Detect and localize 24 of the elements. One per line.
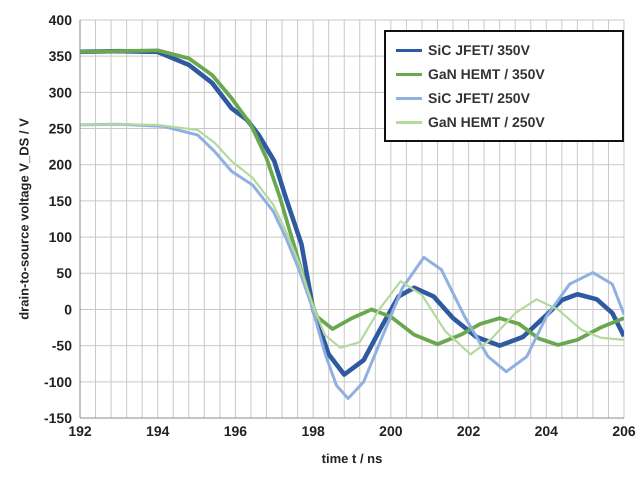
legend-label: GaN HEMT / 250V bbox=[428, 113, 545, 132]
x-tick-label: 194 bbox=[146, 422, 170, 439]
legend-label: GaN HEMT / 350V bbox=[428, 65, 545, 84]
y-tick-label: 300 bbox=[48, 84, 72, 100]
y-tick-label: 250 bbox=[48, 120, 72, 137]
y-tick-label: 100 bbox=[48, 229, 72, 246]
legend-label: SiC JFET/ 350V bbox=[428, 41, 530, 60]
y-tick-label: 400 bbox=[48, 12, 72, 28]
y-tick-label: 350 bbox=[48, 48, 72, 64]
legend-label: SiC JFET/ 250V bbox=[428, 89, 530, 108]
x-tick-label: 204 bbox=[534, 422, 558, 439]
x-tick-label: 206 bbox=[612, 422, 636, 439]
x-tick-label: 200 bbox=[379, 422, 403, 439]
x-tick-label: 202 bbox=[456, 422, 480, 439]
y-tick-label: -100 bbox=[44, 374, 72, 390]
x-tick-label: 196 bbox=[224, 422, 248, 439]
y-tick-label: 0 bbox=[64, 301, 72, 318]
x-axis-title: time t / ns bbox=[322, 451, 382, 466]
y-tick-label: 200 bbox=[48, 156, 72, 173]
y-tick-label: -50 bbox=[52, 338, 72, 354]
y-tick-label: 50 bbox=[56, 265, 72, 282]
y-axis-title: drain-to-source voltage V_DS / V bbox=[16, 118, 32, 320]
x-tick-label: 198 bbox=[301, 422, 326, 439]
y-tick-label: 150 bbox=[48, 192, 72, 209]
